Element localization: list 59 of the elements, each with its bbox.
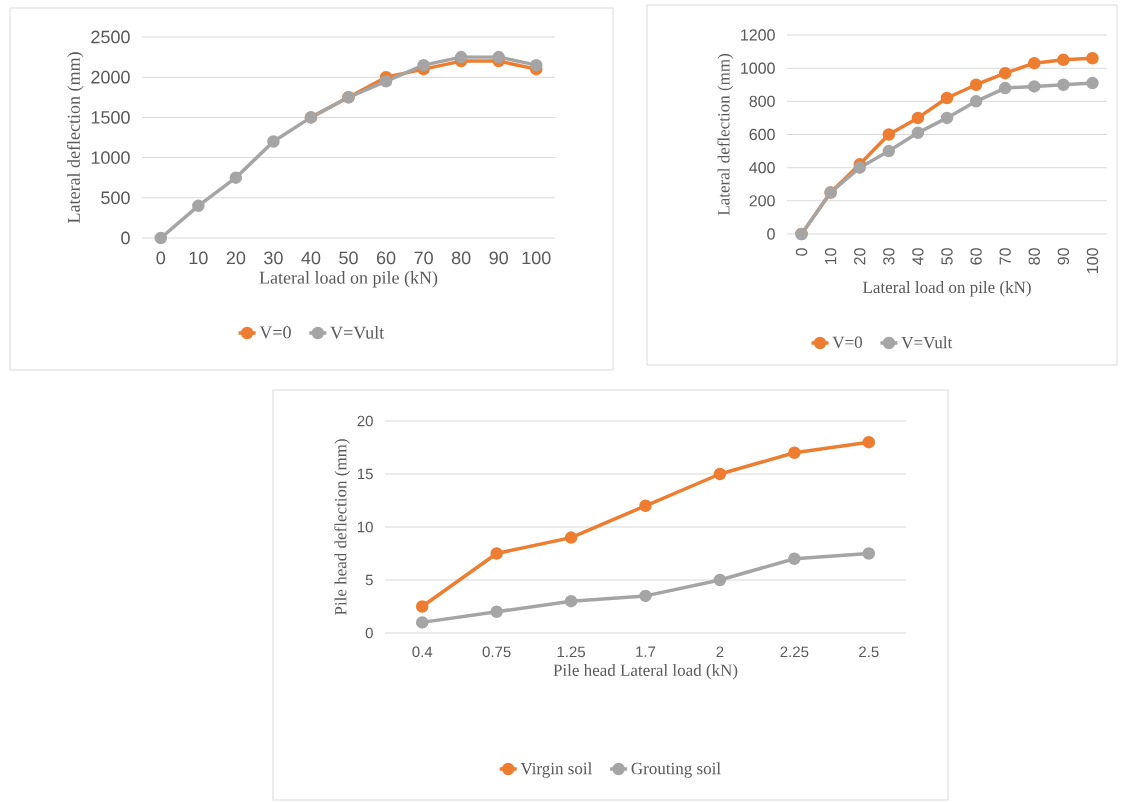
x-tick-label: 10 xyxy=(824,248,837,265)
legend-label: Grouting soil xyxy=(631,762,721,778)
y-tick-label: 10 xyxy=(357,521,373,533)
y-tick-label: 15 xyxy=(357,468,373,480)
legend-label: V=Vult xyxy=(901,336,953,349)
x-tick-label: 1.25 xyxy=(557,646,586,658)
x-tick-label: 10 xyxy=(189,251,208,265)
y-tick-label: 1000 xyxy=(91,151,130,164)
x-tick-label: 2.5 xyxy=(859,646,879,658)
x-tick-label: 70 xyxy=(999,248,1011,265)
x-tick-label: 50 xyxy=(941,248,953,265)
x-tick-label: 0.4 xyxy=(412,646,433,658)
x-axis-title: Pile head Lateral load (kN) xyxy=(553,664,738,680)
x-tick-label: 100 xyxy=(522,251,551,265)
x-tick-label: 40 xyxy=(912,248,924,265)
x-tick-label: 100 xyxy=(1086,248,1099,273)
x-tick-label: 20 xyxy=(226,251,246,265)
x-tick-label: 50 xyxy=(339,251,358,265)
y-axis-title: Lateral deflection (mm) xyxy=(717,54,734,216)
x-tick-label: 20 xyxy=(854,248,866,265)
y-tick-label: 0 xyxy=(121,231,130,245)
x-tick-label: 60 xyxy=(376,251,396,265)
y-axis-title: Pile head deflection (mm) xyxy=(334,439,350,616)
x-tick-label: 0 xyxy=(795,248,808,256)
legend-label: V=0 xyxy=(259,326,291,339)
x-axis-title: Lateral load on pile (kN) xyxy=(863,281,1031,297)
y-tick-label: 20 xyxy=(357,415,373,427)
y-tick-label: 600 xyxy=(749,128,775,141)
y-axis-title: Lateral deflection (mm) xyxy=(67,52,84,223)
legend-label: Virgin soil xyxy=(520,762,592,778)
y-tick-label: 500 xyxy=(101,191,130,205)
x-tick-label: 40 xyxy=(301,251,321,265)
legend-label: V=0 xyxy=(832,336,863,349)
x-tick-label: 30 xyxy=(883,248,895,265)
y-tick-label: 2000 xyxy=(91,70,130,84)
y-tick-label: 0 xyxy=(767,228,775,240)
x-tick-label: 1.7 xyxy=(636,646,656,657)
x-tick-label: 60 xyxy=(970,248,982,265)
x-tick-label: 80 xyxy=(451,251,471,265)
x-tick-label: 70 xyxy=(414,251,433,265)
y-tick-label: 1200 xyxy=(741,29,775,41)
y-tick-label: 1500 xyxy=(91,111,130,124)
x-tick-label: 90 xyxy=(1057,248,1070,265)
y-tick-label: 200 xyxy=(749,195,775,207)
x-tick-label: 2.25 xyxy=(780,646,809,658)
x-tick-label: 0.75 xyxy=(482,646,511,658)
x-tick-label: 90 xyxy=(489,251,508,265)
legend-label: V=Vult xyxy=(330,325,385,339)
x-tick-label: 80 xyxy=(1028,248,1040,265)
y-tick-label: 0 xyxy=(365,627,373,639)
y-tick-label: 1000 xyxy=(741,62,775,74)
x-tick-label: 30 xyxy=(264,251,283,265)
y-tick-label: 400 xyxy=(749,161,775,174)
x-axis-title: Lateral load on pile (kN) xyxy=(259,271,438,288)
x-tick-label: 0 xyxy=(156,251,166,265)
x-tick-label: 2 xyxy=(716,646,724,657)
y-tick-label: 800 xyxy=(749,95,775,107)
y-tick-label: 2500 xyxy=(91,30,130,44)
y-tick-label: 5 xyxy=(365,574,373,586)
